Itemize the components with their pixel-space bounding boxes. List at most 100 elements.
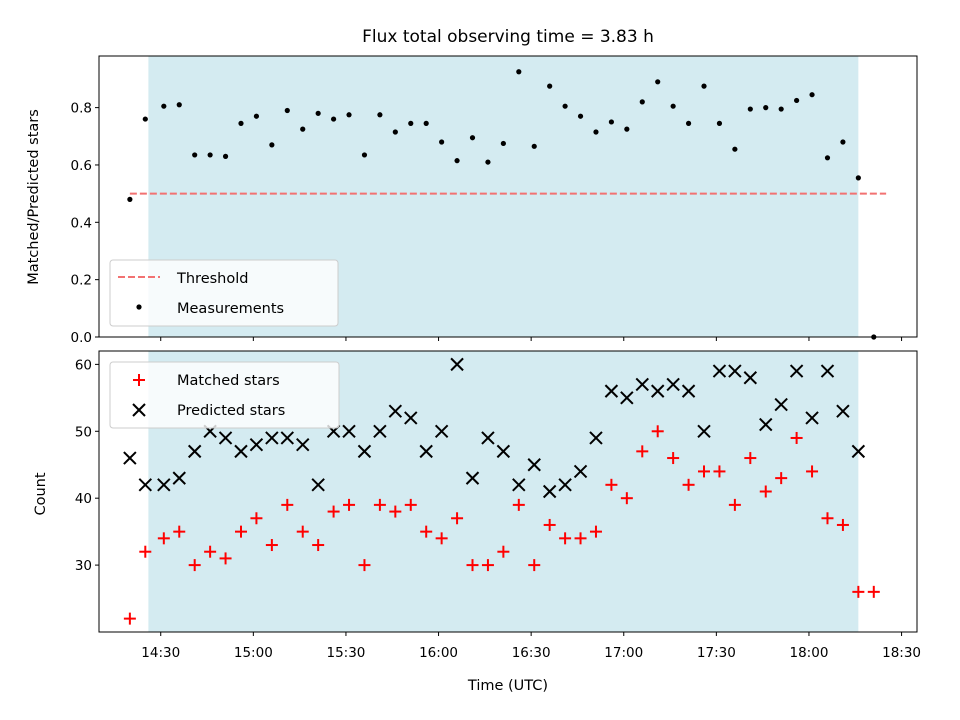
time-x-axis-label: Time (UTC) <box>467 678 548 694</box>
matched-star-point <box>296 525 309 538</box>
matched-legend-label: Matched stars <box>177 373 280 389</box>
matched-star-point <box>698 465 711 478</box>
matched-star-point <box>358 559 371 572</box>
predicted-star-point <box>620 391 634 405</box>
ratio-legend: Threshold Measurements <box>109 259 339 327</box>
predicted-star-point <box>388 404 403 418</box>
measurement-point <box>392 129 398 135</box>
measurement-point <box>716 120 723 126</box>
predicted-star-point <box>123 451 137 465</box>
ratio-plot-frame <box>98 55 918 338</box>
matched-star-point <box>682 478 695 491</box>
ratio-x-axis <box>160 337 903 341</box>
measurement-point <box>377 112 383 118</box>
predicted-star-point <box>558 478 572 492</box>
predicted-star-point <box>311 478 325 492</box>
measurement-point <box>562 103 568 109</box>
matched-star-point <box>589 525 602 538</box>
measurement-point <box>624 126 630 132</box>
predicted-star-point <box>481 431 495 445</box>
measurement-point <box>747 106 753 112</box>
predicted-star-point <box>187 444 202 459</box>
predicted-star-point <box>743 371 758 385</box>
predicted-star-point <box>728 364 742 378</box>
time-x-tick-label: 14:30 <box>141 645 180 661</box>
predicted-legend-label: Predicted stars <box>177 403 285 419</box>
measurement-point <box>763 105 769 111</box>
predicted-star-point <box>527 458 541 472</box>
matched-star-point <box>404 498 417 511</box>
measurement-point <box>361 152 368 158</box>
measurement-point <box>485 159 491 165</box>
measurements-legend-swatch <box>136 304 142 310</box>
threshold-legend-label: Threshold <box>176 271 248 287</box>
ratio-y-tick-label: 0.8 <box>71 101 92 117</box>
predicted-star-point <box>573 464 588 479</box>
predicted-legend-swatch <box>132 403 146 417</box>
predicted-star-point <box>496 444 511 459</box>
count-y-axis: 30 40 50 60 <box>75 357 99 574</box>
measurement-point <box>330 116 337 122</box>
predicted-star-point <box>419 444 433 459</box>
matched-star-point <box>543 518 556 531</box>
measurement-point <box>547 83 553 89</box>
matched-star-point <box>173 525 186 538</box>
predicted-star-point <box>434 424 449 438</box>
measurement-point <box>207 152 213 158</box>
count-y-tick-label: 30 <box>75 558 92 574</box>
matched-star-point <box>867 585 880 598</box>
predicted-star-point <box>218 431 233 445</box>
measurement-point <box>732 146 738 152</box>
predicted-star-point <box>820 364 835 378</box>
predicted-star-point <box>280 431 295 445</box>
matched-star-point <box>389 505 402 518</box>
matched-star-point <box>312 539 325 552</box>
predicted-star-point <box>836 404 850 418</box>
predicted-star-point <box>404 411 418 425</box>
matched-star-point <box>620 492 633 505</box>
matched-star-point <box>559 532 572 545</box>
measurement-point <box>315 110 321 116</box>
ratio-y-tick-label: 0.2 <box>71 273 92 289</box>
time-x-tick-label: 15:30 <box>326 645 365 661</box>
matched-star-point <box>713 465 726 478</box>
measurement-point <box>346 112 352 118</box>
measurement-point <box>655 79 661 85</box>
matched-star-point <box>250 512 263 525</box>
count-legend: Matched stars Predicted stars <box>109 361 340 429</box>
predicted-star-point <box>589 431 603 445</box>
measurement-point <box>639 99 645 105</box>
matched-star-point <box>821 512 834 525</box>
measurement-point <box>516 69 522 75</box>
measurement-point <box>824 155 831 161</box>
matched-star-point <box>497 545 510 558</box>
matched-star-point <box>605 478 618 491</box>
measurement-point <box>439 139 445 145</box>
measurement-point <box>300 126 306 132</box>
matched-star-point <box>265 539 278 552</box>
matched-star-point <box>528 559 541 572</box>
count-plot-frame <box>98 350 918 633</box>
ratio-y-tick-label: 0.4 <box>71 215 92 231</box>
matched-star-point <box>852 585 865 598</box>
predicted-star-point <box>138 478 153 492</box>
predicted-star-point <box>542 484 557 499</box>
predicted-stars-points <box>123 357 866 499</box>
measurement-point <box>778 106 784 112</box>
measurement-point <box>238 120 244 126</box>
time-x-tick-label: 15:00 <box>234 645 273 661</box>
predicted-star-point <box>157 478 171 492</box>
time-x-tick-label: 18:00 <box>790 645 829 661</box>
matched-star-point <box>157 532 170 545</box>
chart-title: Flux total observing time = 3.83 h <box>362 27 654 47</box>
predicted-star-point <box>712 364 727 378</box>
time-x-tick-label: 18:30 <box>882 645 921 661</box>
matched-star-point <box>373 498 386 511</box>
matched-star-point <box>451 512 464 525</box>
matched-star-point <box>728 498 741 511</box>
measurement-point <box>284 107 290 114</box>
matched-star-point <box>343 498 356 511</box>
matched-star-point <box>574 532 587 545</box>
matched-star-point <box>636 445 649 458</box>
predicted-star-point <box>774 397 788 412</box>
